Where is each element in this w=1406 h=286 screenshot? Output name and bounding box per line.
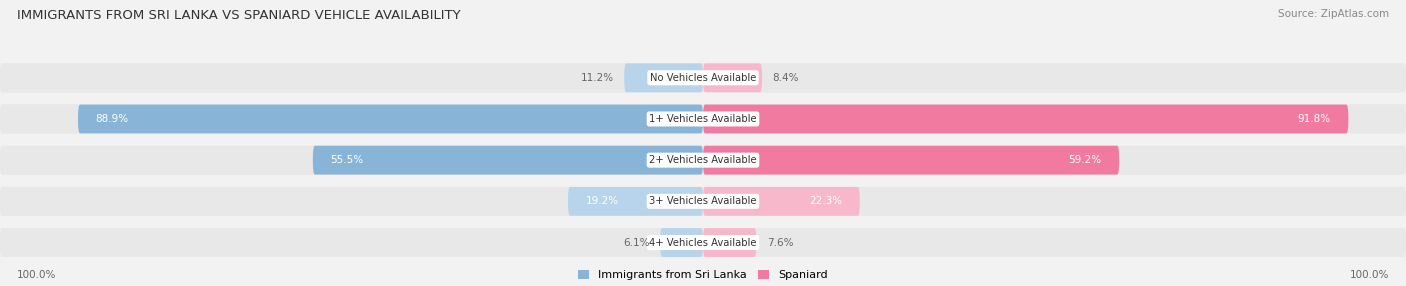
Text: 6.1%: 6.1% bbox=[623, 238, 650, 247]
FancyBboxPatch shape bbox=[0, 105, 703, 133]
Text: 7.6%: 7.6% bbox=[768, 238, 793, 247]
Legend: Immigrants from Sri Lanka, Spaniard: Immigrants from Sri Lanka, Spaniard bbox=[578, 270, 828, 281]
Text: 19.2%: 19.2% bbox=[586, 196, 619, 206]
FancyBboxPatch shape bbox=[703, 63, 1406, 92]
Text: 55.5%: 55.5% bbox=[330, 155, 364, 165]
Text: 3+ Vehicles Available: 3+ Vehicles Available bbox=[650, 196, 756, 206]
Text: 100.0%: 100.0% bbox=[17, 270, 56, 279]
FancyBboxPatch shape bbox=[0, 146, 703, 174]
FancyBboxPatch shape bbox=[703, 187, 1406, 216]
Text: 1+ Vehicles Available: 1+ Vehicles Available bbox=[650, 114, 756, 124]
FancyBboxPatch shape bbox=[703, 146, 1406, 174]
Text: IMMIGRANTS FROM SRI LANKA VS SPANIARD VEHICLE AVAILABILITY: IMMIGRANTS FROM SRI LANKA VS SPANIARD VE… bbox=[17, 9, 461, 21]
FancyBboxPatch shape bbox=[0, 105, 1406, 133]
Text: 4+ Vehicles Available: 4+ Vehicles Available bbox=[650, 238, 756, 247]
Text: 100.0%: 100.0% bbox=[1350, 270, 1389, 279]
Text: 8.4%: 8.4% bbox=[773, 73, 799, 83]
FancyBboxPatch shape bbox=[703, 105, 1348, 133]
Text: 2+ Vehicles Available: 2+ Vehicles Available bbox=[650, 155, 756, 165]
FancyBboxPatch shape bbox=[703, 63, 762, 92]
FancyBboxPatch shape bbox=[0, 146, 1406, 174]
FancyBboxPatch shape bbox=[0, 228, 1406, 257]
Text: Source: ZipAtlas.com: Source: ZipAtlas.com bbox=[1278, 9, 1389, 19]
FancyBboxPatch shape bbox=[312, 146, 703, 174]
FancyBboxPatch shape bbox=[703, 228, 1406, 257]
Text: No Vehicles Available: No Vehicles Available bbox=[650, 73, 756, 83]
Text: 88.9%: 88.9% bbox=[96, 114, 129, 124]
Text: 11.2%: 11.2% bbox=[581, 73, 614, 83]
FancyBboxPatch shape bbox=[703, 228, 756, 257]
FancyBboxPatch shape bbox=[0, 63, 703, 92]
FancyBboxPatch shape bbox=[0, 187, 703, 216]
FancyBboxPatch shape bbox=[661, 228, 703, 257]
FancyBboxPatch shape bbox=[624, 63, 703, 92]
FancyBboxPatch shape bbox=[703, 187, 860, 216]
FancyBboxPatch shape bbox=[0, 63, 1406, 92]
Text: 91.8%: 91.8% bbox=[1298, 114, 1330, 124]
FancyBboxPatch shape bbox=[703, 146, 1119, 174]
FancyBboxPatch shape bbox=[77, 105, 703, 133]
FancyBboxPatch shape bbox=[0, 187, 1406, 216]
FancyBboxPatch shape bbox=[703, 105, 1406, 133]
Text: 22.3%: 22.3% bbox=[808, 196, 842, 206]
Text: 59.2%: 59.2% bbox=[1069, 155, 1102, 165]
FancyBboxPatch shape bbox=[568, 187, 703, 216]
FancyBboxPatch shape bbox=[0, 228, 703, 257]
